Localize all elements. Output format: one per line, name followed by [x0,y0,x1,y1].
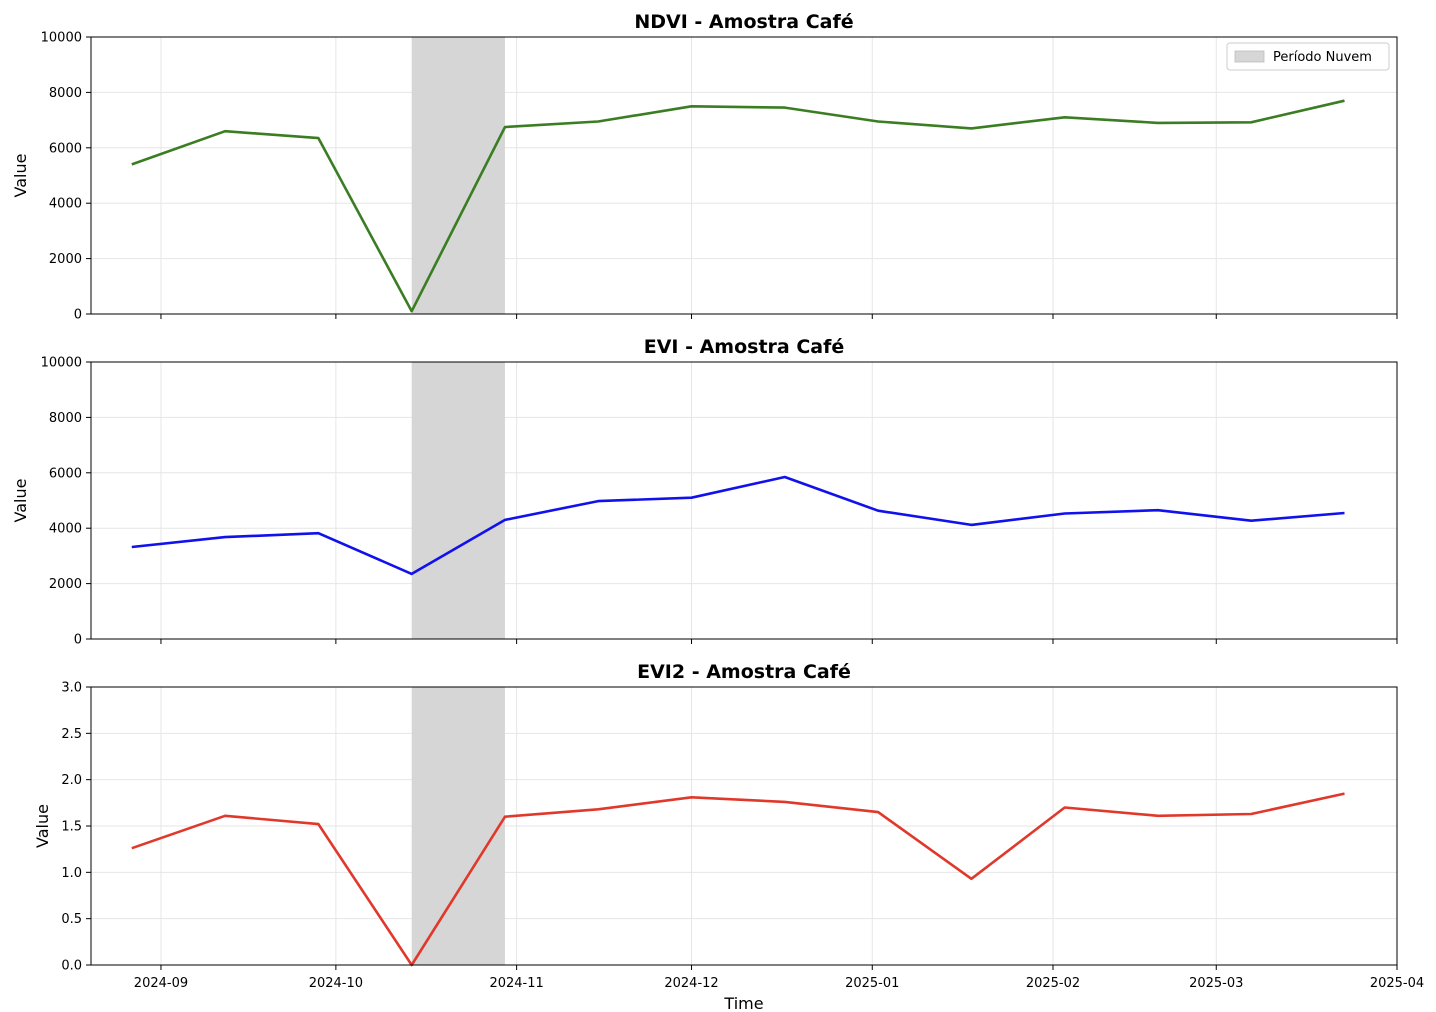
legend: Período Nuvem [1226,42,1390,71]
y-tick-label: 0.0 [61,959,82,974]
y-axis-label: Value [33,804,52,848]
y-tick-label: 0 [74,633,82,648]
x-tick-label: 2024-12 [664,976,718,991]
x-tick-label: 2024-09 [134,976,188,991]
y-tick-label: 4000 [49,197,82,212]
axes-frame [90,361,1398,640]
y-tick-label: 6000 [49,141,82,156]
x-tick-label: 2025-01 [845,976,899,991]
shaded-region [411,37,505,314]
legend-box [1226,42,1390,71]
y-tick-label: 3.0 [61,681,82,696]
chart-title: NDVI - Amostra Café [634,11,853,33]
y-tick-label: 0 [74,308,82,323]
shaded-region [411,687,505,965]
y-tick-label: 6000 [49,466,82,481]
y-tick-label: 8000 [49,411,82,426]
legend-label: Período Nuvem [1273,50,1372,65]
series-line [131,792,1345,967]
y-tick-label: 2000 [49,577,82,592]
y-tick-label: 8000 [49,86,82,101]
chart-title: EVI2 - Amostra Café [637,661,851,683]
y-tick-label: 1.0 [61,866,82,881]
series-line [131,475,1345,576]
y-axis-label: Value [11,154,30,198]
subplot-1: 0 2000 4000 6000 8000 10000 NDVI - Amostra Caf… [11,11,1398,323]
shaded-region [411,362,505,639]
subplot-3: 0.0 0.5 1.0 1.5 2.0 2.5 3.0 2024-09 2024-10 2024-… [33,661,1424,1012]
y-tick-label: 0.5 [61,912,82,927]
y-tick-label: 1.5 [61,820,82,835]
y-tick-label: 2.0 [61,773,82,788]
y-tick-label: 2000 [49,252,82,267]
y-tick-label: 2.5 [61,727,82,742]
y-tick-label: 10000 [41,31,82,46]
chart-title: EVI - Amostra Café [644,336,845,358]
x-tick-label: 2025-03 [1189,976,1243,991]
legend-swatch [1234,50,1265,63]
y-axis-label: Value [11,479,30,523]
axes-frame [90,36,1398,315]
subplot-2: 0 2000 4000 6000 8000 10000 EVI - Amostra Café… [11,336,1398,648]
y-tick-label: 4000 [49,522,82,537]
x-tick-label: 2024-11 [489,976,543,991]
x-tick-label: 2025-02 [1026,976,1080,991]
x-axis-label: Time [723,994,763,1012]
x-tick-label: 2025-04 [1370,976,1424,991]
series-line [131,99,1345,313]
y-tick-label: 10000 [41,356,82,371]
x-tick-label: 2024-10 [309,976,363,991]
